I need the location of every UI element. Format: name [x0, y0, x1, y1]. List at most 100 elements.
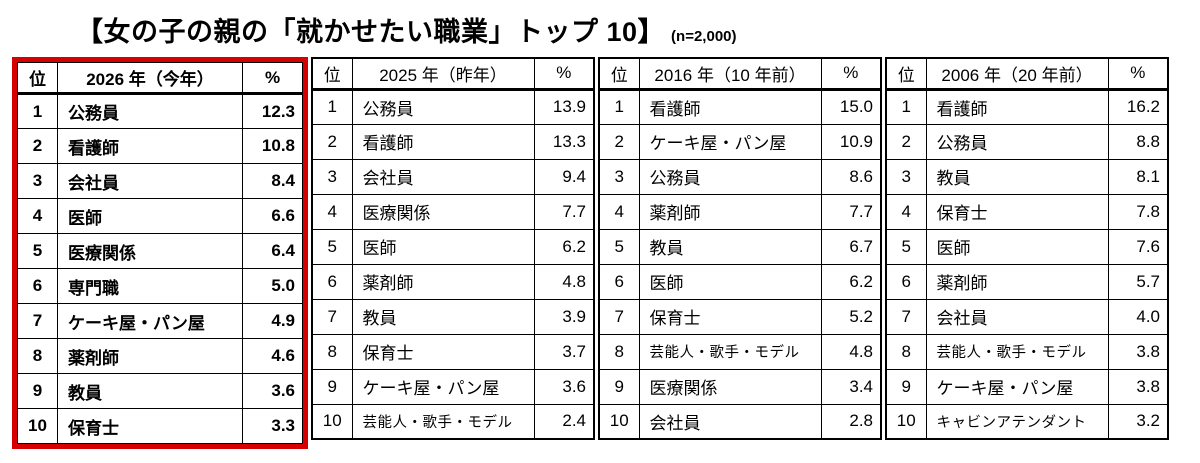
- rank-cell: 9: [311, 368, 353, 405]
- table-row: 2 公務員 8.8: [885, 123, 1169, 160]
- percent-cell: 4.9: [242, 303, 303, 339]
- occupation-cell: 保育士: [351, 333, 535, 370]
- table-row: 5 医師 6.2: [311, 228, 595, 265]
- percent-cell: 4.6: [242, 338, 303, 374]
- rank-cell: 8: [598, 333, 640, 370]
- rank-cell: 9: [598, 368, 640, 405]
- table-row: 3 教員 8.1: [885, 158, 1169, 195]
- occupation-cell: 公務員: [57, 93, 243, 129]
- occupation-cell: 看護師: [351, 123, 535, 160]
- table-row: 1 公務員 12.3: [17, 93, 303, 129]
- percent-cell: 3.6: [533, 368, 595, 405]
- table-row: 10 保育士 3.3: [17, 408, 303, 444]
- table-row: 9 教員 3.6: [17, 373, 303, 409]
- rank-cell: 6: [17, 268, 58, 304]
- occupation-cell: 教員: [925, 158, 1109, 195]
- sample-size-note: (n=2,000): [671, 28, 737, 45]
- rank-cell: 1: [311, 88, 353, 125]
- table-row: 4 医師 6.6: [17, 198, 303, 234]
- rank-cell: 3: [311, 158, 353, 195]
- header-row: 位 2026 年（今年） %: [17, 62, 303, 95]
- occupation-cell: 医師: [925, 228, 1109, 265]
- rank-cell: 10: [311, 403, 353, 440]
- percent-cell: 3.2: [1107, 403, 1169, 440]
- occupation-cell: 芸能人・歌手・モデル: [638, 333, 822, 370]
- ranking-table-2025-box: 位 2025 年（昨年） % 1 公務員 13.9 2 看護師 13.3 3 会社員 9.4 4 医…: [311, 57, 595, 440]
- occupation-cell: 教員: [351, 298, 535, 335]
- occupation-cell: 専門職: [57, 268, 243, 304]
- rank-cell: 2: [598, 123, 640, 160]
- rank-column-header: 位: [598, 57, 640, 91]
- occupation-cell: 医療関係: [351, 193, 535, 230]
- percent-cell: 3.3: [242, 408, 303, 444]
- rank-cell: 1: [885, 88, 927, 125]
- percent-column-header: %: [820, 57, 882, 91]
- rank-cell: 8: [17, 338, 58, 374]
- percent-cell: 7.7: [820, 193, 882, 230]
- table-row: 8 保育士 3.7: [311, 333, 595, 370]
- percent-column-header: %: [533, 57, 595, 91]
- table-row: 1 公務員 13.9: [311, 88, 595, 125]
- percent-cell: 6.6: [242, 198, 303, 234]
- rank-column-header: 位: [885, 57, 927, 91]
- occupation-cell: 芸能人・歌手・モデル: [351, 403, 535, 440]
- rank-cell: 7: [311, 298, 353, 335]
- rank-cell: 4: [17, 198, 58, 234]
- rank-cell: 6: [598, 263, 640, 300]
- rank-cell: 3: [17, 163, 58, 199]
- rank-cell: 10: [885, 403, 927, 440]
- occupation-cell: 薬剤師: [638, 193, 822, 230]
- table-row: 7 教員 3.9: [311, 298, 595, 335]
- percent-cell: 7.6: [1107, 228, 1169, 265]
- percent-cell: 6.2: [533, 228, 595, 265]
- occupation-cell: 公務員: [638, 158, 822, 195]
- percent-cell: 6.2: [820, 263, 882, 300]
- rank-cell: 4: [311, 193, 353, 230]
- occupation-cell: 保育士: [57, 408, 243, 444]
- percent-cell: 4.0: [1107, 298, 1169, 335]
- percent-cell: 4.8: [820, 333, 882, 370]
- rank-cell: 7: [17, 303, 58, 339]
- occupation-cell: ケーキ屋・パン屋: [57, 303, 243, 339]
- header-row: 位 2006 年（20 年前） %: [885, 57, 1169, 91]
- table-row: 4 医療関係 7.7: [311, 193, 595, 230]
- ranking-table-2006-box: 位 2006 年（20 年前） % 1 看護師 16.2 2 公務員 8.8 3 教員 8.1 4…: [885, 57, 1169, 440]
- percent-cell: 8.6: [820, 158, 882, 195]
- occupation-cell: 会社員: [351, 158, 535, 195]
- rank-cell: 6: [311, 263, 353, 300]
- table-row: 9 ケーキ屋・パン屋 3.6: [311, 368, 595, 405]
- table-row: 7 ケーキ屋・パン屋 4.9: [17, 303, 303, 339]
- occupation-cell: 薬剤師: [57, 338, 243, 374]
- occupation-cell: 会社員: [638, 403, 822, 440]
- ranking-tables: 位 2026 年（今年） % 1 公務員 12.3 2 看護師 10.8 3 会社員 8.4 4 医…: [12, 57, 1190, 449]
- rank-cell: 5: [17, 233, 58, 269]
- table-row: 4 薬剤師 7.7: [598, 193, 882, 230]
- percent-cell: 13.3: [533, 123, 595, 160]
- rank-cell: 6: [885, 263, 927, 300]
- percent-cell: 8.1: [1107, 158, 1169, 195]
- occupation-cell: ケーキ屋・パン屋: [351, 368, 535, 405]
- occupation-cell: 教員: [638, 228, 822, 265]
- percent-cell: 10.8: [242, 128, 303, 164]
- rank-cell: 7: [598, 298, 640, 335]
- table-row: 5 医療関係 6.4: [17, 233, 303, 269]
- rank-cell: 2: [17, 128, 58, 164]
- occupation-cell: 公務員: [351, 88, 535, 125]
- rank-cell: 3: [598, 158, 640, 195]
- table-row: 3 会社員 9.4: [311, 158, 595, 195]
- occupation-cell: 医療関係: [638, 368, 822, 405]
- occupation-cell: 薬剤師: [925, 263, 1109, 300]
- figure-title: 【女の子の親の「就かせたい職業」トップ 10】: [76, 17, 666, 47]
- rank-cell: 8: [885, 333, 927, 370]
- rank-cell: 3: [885, 158, 927, 195]
- rank-cell: 9: [17, 373, 58, 409]
- percent-cell: 3.8: [1107, 368, 1169, 405]
- percent-column-header: %: [1107, 57, 1169, 91]
- occupation-cell: 看護師: [638, 88, 822, 125]
- rank-cell: 9: [885, 368, 927, 405]
- percent-cell: 3.8: [1107, 333, 1169, 370]
- percent-cell: 4.8: [533, 263, 595, 300]
- table-row: 7 保育士 5.2: [598, 298, 882, 335]
- rank-cell: 10: [17, 408, 58, 444]
